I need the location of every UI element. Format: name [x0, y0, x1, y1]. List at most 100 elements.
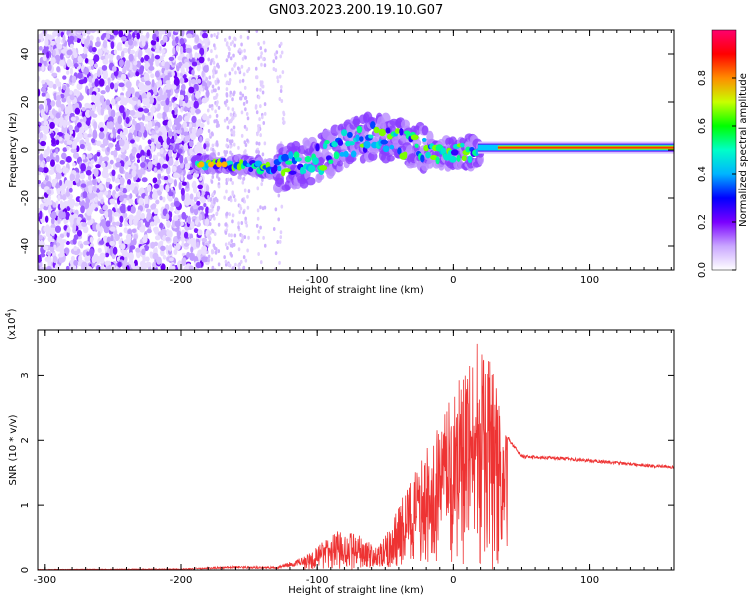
noise-blob [147, 58, 155, 63]
noise-blob [259, 205, 262, 210]
noise-blob [168, 149, 173, 158]
noise-blob [179, 154, 184, 164]
noise-blob [175, 93, 179, 98]
noise-blob [62, 165, 67, 174]
signal-core [288, 151, 294, 160]
noise-blob [102, 138, 109, 146]
noise-blob [76, 248, 81, 254]
noise-blob [274, 68, 278, 73]
noise-blob [116, 44, 121, 51]
noise-blob [232, 132, 236, 137]
noise-blob [276, 75, 279, 80]
noise-blob [135, 247, 141, 253]
noise-blob [129, 87, 135, 96]
noise-blob [81, 107, 86, 112]
noise-blob [281, 70, 285, 75]
noise-blob [210, 33, 213, 38]
noise-blob [210, 200, 214, 205]
noise-blob [101, 146, 107, 152]
noise-blob [244, 258, 248, 263]
noise-blob [146, 184, 152, 193]
noise-blob [172, 165, 177, 173]
noise-blob [153, 167, 157, 173]
noise-blob [102, 40, 108, 49]
noise-blob [77, 132, 83, 140]
noise-blob [183, 242, 190, 247]
noise-blob [184, 94, 189, 104]
noise-blob [255, 149, 258, 154]
noise-blob [215, 123, 219, 128]
noise-blob [224, 73, 227, 78]
noise-blob [226, 125, 230, 130]
noise-blob [240, 221, 244, 226]
svg-text:(x104): (x104) [4, 308, 18, 340]
noise-blob [86, 266, 93, 270]
noise-blob [91, 104, 96, 112]
noise-blob [84, 201, 90, 210]
noise-blob [163, 175, 169, 181]
noise-blob [38, 75, 41, 83]
noise-blob [160, 263, 166, 270]
noise-blob [184, 156, 188, 166]
noise-blob [227, 241, 231, 246]
noise-blob [212, 74, 215, 79]
noise-blob [185, 47, 192, 54]
noise-blob [132, 32, 136, 39]
noise-blob [70, 148, 77, 154]
noise-blob [151, 160, 157, 165]
noise-blob [172, 46, 176, 56]
noise-blob [50, 211, 57, 220]
noise-blob [65, 86, 70, 94]
noise-blob [207, 57, 211, 62]
noise-blob [216, 142, 219, 147]
noise-blob [95, 140, 102, 147]
noise-blob [49, 246, 55, 253]
noise-blob [114, 143, 120, 148]
noise-blob [234, 70, 237, 75]
noise-blob [144, 220, 150, 228]
noise-blob [199, 122, 205, 129]
noise-blob [38, 125, 41, 135]
noise-blob [95, 164, 101, 169]
noise-blob [122, 187, 127, 194]
noise-blob [202, 30, 208, 33]
noise-blob [193, 228, 199, 234]
noise-blob [42, 153, 48, 158]
noise-blob [73, 245, 78, 252]
noise-blob [213, 119, 216, 124]
noise-blob [120, 187, 124, 192]
noise-blob [241, 78, 245, 83]
noise-blob [144, 97, 150, 104]
noise-blob [153, 228, 159, 233]
noise-blob [132, 64, 138, 72]
noise-blob [184, 200, 191, 206]
signal-core [378, 128, 386, 137]
noise-blob [133, 186, 139, 195]
noise-blob [179, 45, 184, 55]
noise-blob [257, 56, 260, 61]
noise-blob [90, 218, 94, 224]
spectrogram-xlabel: Height of straight line (km) [288, 285, 424, 296]
noise-blob [257, 229, 261, 234]
noise-blob [244, 142, 248, 147]
noise-blob [147, 139, 152, 145]
noise-blob [55, 154, 60, 163]
noise-blob [200, 197, 207, 204]
noise-blob [159, 147, 164, 155]
y-tick-label: 3 [20, 372, 31, 378]
noise-blob [105, 266, 111, 270]
noise-blob [247, 189, 251, 194]
noise-blob [113, 49, 118, 55]
noise-blob [227, 51, 231, 56]
spectrogram-marks [38, 30, 674, 270]
noise-blob [225, 92, 229, 97]
noise-blob [53, 178, 58, 184]
noise-blob [51, 72, 58, 77]
noise-blob [234, 262, 237, 267]
noise-blob [276, 239, 280, 244]
noise-blob [97, 48, 103, 57]
noise-blob [88, 127, 93, 136]
noise-blob [58, 255, 64, 264]
noise-blob [127, 228, 133, 235]
